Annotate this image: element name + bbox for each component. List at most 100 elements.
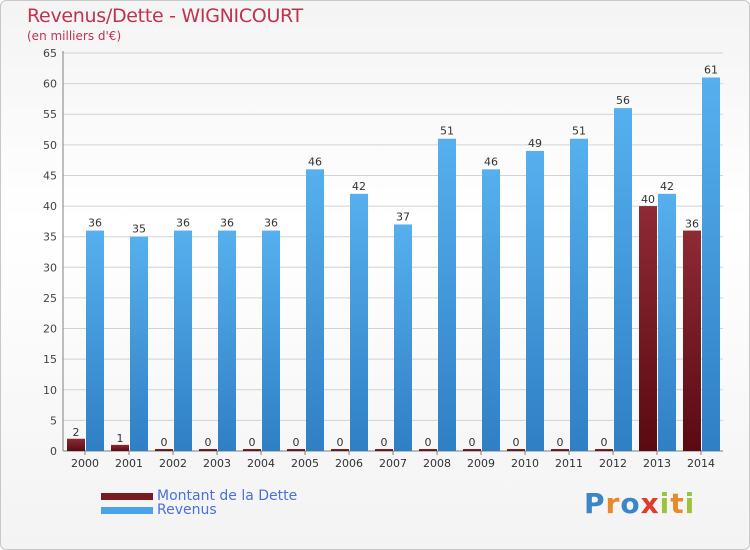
- y-tick-label: 35: [43, 231, 57, 244]
- bar-debt: [375, 449, 393, 451]
- data-label-revenue: 42: [660, 180, 674, 193]
- data-label-debt: 0: [293, 436, 300, 449]
- x-tick-label: 2010: [511, 457, 539, 470]
- bar-revenue: [86, 230, 104, 451]
- y-tick-label: 45: [43, 169, 57, 182]
- x-tick-label: 2004: [247, 457, 275, 470]
- y-tick-label: 40: [43, 200, 57, 213]
- y-tick-label: 50: [43, 139, 57, 152]
- bar-revenue: [306, 169, 324, 452]
- bar-debt: [67, 438, 85, 451]
- bar-debt: [551, 449, 569, 451]
- x-tick-label: 2002: [159, 457, 187, 470]
- x-tick-label: 2014: [687, 457, 715, 470]
- logo-letter: x: [640, 487, 660, 520]
- data-label-debt: 36: [685, 218, 699, 231]
- data-label-debt: 0: [205, 436, 212, 449]
- chart-title: Revenus/Dette - WIGNICOURT: [27, 5, 303, 27]
- bar-debt: [155, 449, 173, 451]
- logo-letter: i: [659, 487, 671, 520]
- data-label-revenue: 36: [88, 217, 102, 230]
- data-label-debt: 0: [381, 436, 388, 449]
- x-tick-label: 2003: [203, 457, 231, 470]
- logo-letter: P: [584, 487, 606, 520]
- y-tick-label: 10: [43, 384, 57, 397]
- data-label-debt: 0: [249, 436, 256, 449]
- logo-letter: i: [684, 487, 696, 520]
- bar-debt: [419, 449, 437, 451]
- y-tick-label: 5: [50, 414, 57, 427]
- legend-label-debt: Montant de la Dette: [157, 488, 298, 504]
- data-label-revenue: 37: [396, 210, 410, 223]
- y-tick-label: 15: [43, 353, 57, 366]
- bar-debt: [287, 449, 305, 451]
- data-label-debt: 0: [513, 436, 520, 449]
- logo-letter: r: [605, 487, 621, 520]
- x-tick-label: 2013: [643, 457, 671, 470]
- data-label-debt: 0: [469, 436, 476, 449]
- data-label-revenue: 46: [308, 155, 322, 168]
- data-label-revenue: 51: [572, 125, 586, 138]
- y-tick-label: 60: [43, 78, 57, 91]
- bar-debt: [507, 449, 525, 451]
- data-label-revenue: 36: [220, 217, 234, 230]
- x-tick-label: 2006: [335, 457, 363, 470]
- bar-revenue: [350, 193, 368, 452]
- y-tick-label: 25: [43, 292, 57, 305]
- bar-revenue: [438, 138, 456, 451]
- x-tick-label: 2005: [291, 457, 319, 470]
- data-label-debt: 0: [161, 436, 168, 449]
- logo-letter: o: [620, 487, 641, 520]
- x-tick-label: 2011: [555, 457, 583, 470]
- y-tick-label: 0: [50, 445, 57, 458]
- bar-debt: [111, 444, 129, 451]
- data-label-debt: 0: [337, 436, 344, 449]
- bar-debt: [463, 449, 481, 451]
- bar-debt: [243, 449, 261, 451]
- y-tick-label: 65: [43, 47, 57, 60]
- bar-revenue: [174, 230, 192, 451]
- legend-item-debt: Montant de la Dette: [101, 488, 298, 504]
- bar-revenue: [658, 193, 676, 452]
- data-label-debt: 40: [641, 193, 655, 206]
- y-tick-label: 30: [43, 261, 57, 274]
- bar-debt: [639, 206, 657, 451]
- bar-revenue: [262, 230, 280, 451]
- data-label-debt: 0: [601, 436, 608, 449]
- proxiti-logo: Proxiti: [584, 487, 695, 520]
- x-tick-label: 2008: [423, 457, 451, 470]
- bar-debt: [331, 449, 349, 451]
- bar-debt: [683, 230, 701, 451]
- legend-label-revenue: Revenus: [157, 502, 217, 518]
- bar-revenue: [394, 224, 412, 451]
- legend-item-revenue: Revenus: [101, 502, 217, 518]
- bar-revenue: [130, 236, 148, 451]
- data-label-debt: 1: [117, 432, 124, 445]
- bar-debt: [595, 449, 613, 451]
- y-tick-label: 55: [43, 108, 57, 121]
- x-tick-label: 2007: [379, 457, 407, 470]
- bar-revenue: [570, 138, 588, 451]
- x-tick-label: 2012: [599, 457, 627, 470]
- data-label-revenue: 49: [528, 137, 542, 150]
- data-label-revenue: 42: [352, 180, 366, 193]
- data-label-revenue: 36: [176, 217, 190, 230]
- bar-revenue: [482, 169, 500, 452]
- data-label-revenue: 35: [132, 223, 146, 236]
- data-label-revenue: 56: [616, 94, 630, 107]
- x-tick-label: 2001: [115, 457, 143, 470]
- x-tick-label: 2000: [71, 457, 99, 470]
- bar-debt: [199, 449, 217, 451]
- legend-swatch-revenue: [101, 506, 153, 514]
- data-label-revenue: 51: [440, 125, 454, 138]
- data-label-debt: 0: [557, 436, 564, 449]
- data-label-debt: 0: [425, 436, 432, 449]
- bar-revenue: [614, 108, 632, 451]
- data-label-revenue: 46: [484, 155, 498, 168]
- chart-subtitle: (en milliers d'€): [27, 29, 122, 43]
- data-label-revenue: 61: [704, 63, 718, 76]
- bar-revenue: [218, 230, 236, 451]
- logo-letter: t: [670, 487, 685, 520]
